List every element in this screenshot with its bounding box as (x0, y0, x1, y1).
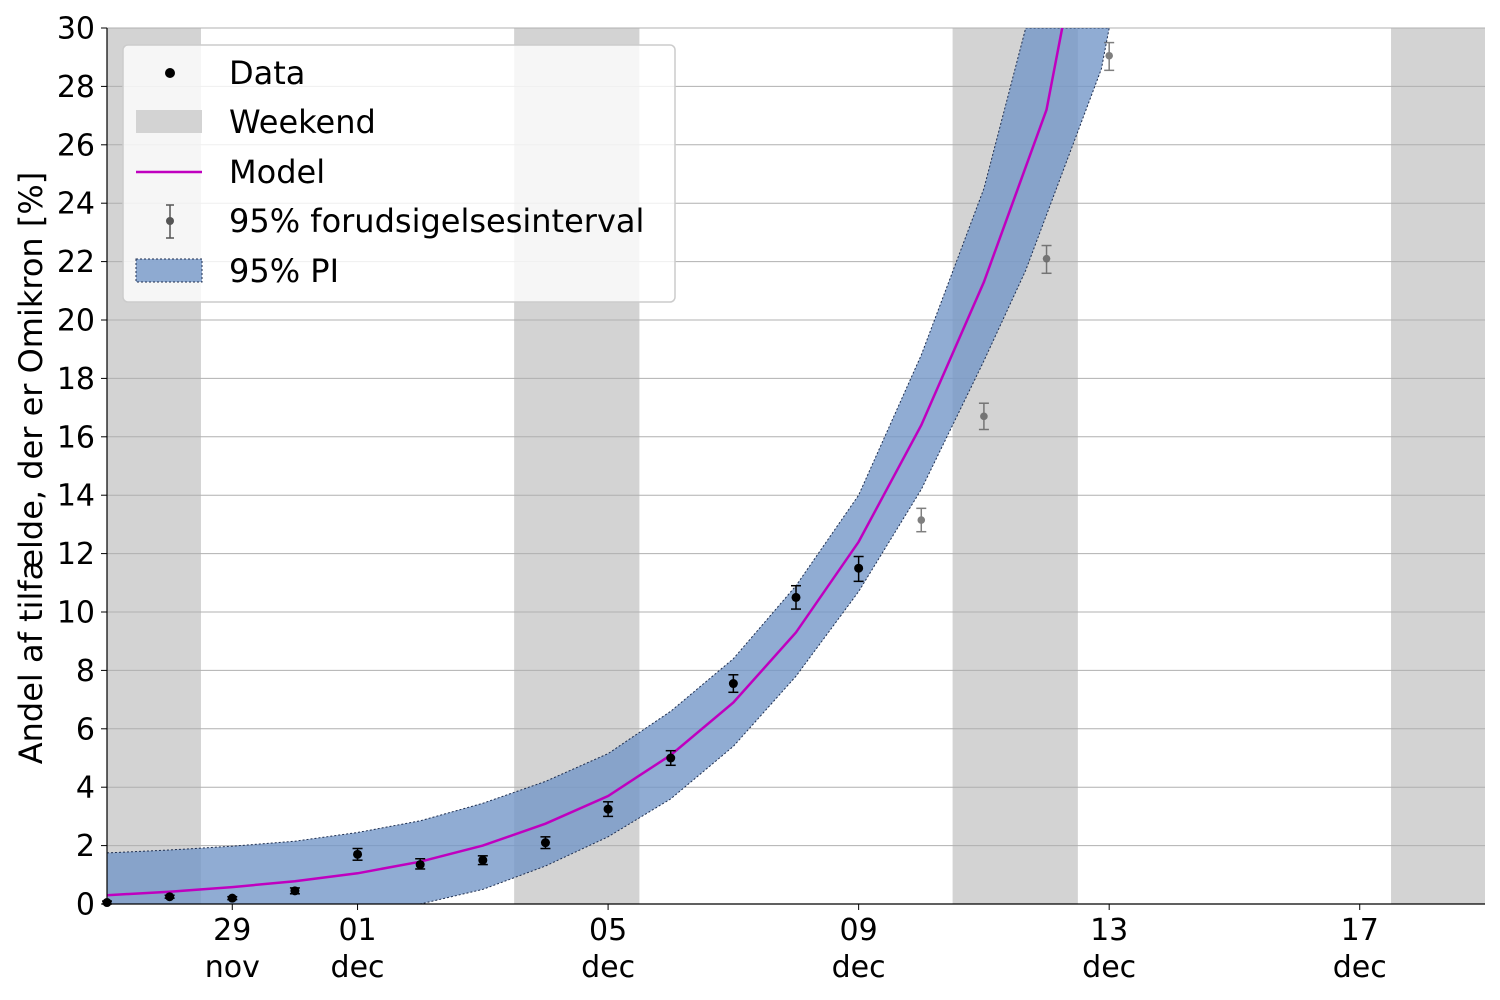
y-tick-label-30: 30 (57, 12, 95, 47)
y-tick-label-18: 18 (57, 362, 95, 397)
y-tick-label-0: 0 (76, 888, 95, 923)
marker (854, 563, 864, 573)
y-tick-label-26: 26 (57, 128, 95, 163)
marker (415, 860, 425, 870)
y-tick-label-12: 12 (57, 537, 95, 572)
prediction-band-layer (107, 28, 1110, 904)
y-tick-label-4: 4 (76, 771, 95, 806)
y-tick-label-8: 8 (76, 654, 95, 689)
data-point-6 (477, 855, 488, 866)
marker (728, 679, 738, 689)
prediction-point-0 (916, 507, 927, 533)
legend-marker-prediction (166, 204, 174, 239)
y-tick-label-28: 28 (57, 70, 95, 105)
x-tick-day-4: 13 (1090, 913, 1128, 948)
y-tick-label-6: 6 (76, 712, 95, 747)
data-point-8 (603, 801, 614, 818)
marker (165, 892, 175, 902)
x-tick-month-0: nov (205, 950, 260, 985)
data-point-2 (227, 893, 238, 903)
legend-marker-data (165, 68, 175, 78)
data-point-5 (415, 857, 426, 870)
data-points-layer (102, 41, 1115, 908)
axes (106, 28, 1485, 905)
y-axis-label: Andel af tilfælde, der er Omikron [%] (12, 172, 50, 765)
marker (1042, 254, 1051, 263)
legend-box (122, 44, 676, 303)
prediction-point-1 (978, 402, 989, 431)
y-tick-label-10: 10 (57, 596, 95, 631)
marker (603, 804, 613, 814)
x-tick-day-2: 05 (589, 913, 627, 948)
legend-label-weekend: Weekend (229, 103, 376, 141)
y-tick-label-16: 16 (57, 420, 95, 455)
data-point-4 (352, 847, 363, 861)
model-line-layer (107, 28, 1064, 897)
y-tick-label-2: 2 (76, 829, 95, 864)
legend-label-data: Data (229, 54, 305, 92)
x-tick-month-1: dec (331, 950, 385, 985)
data-point-3 (289, 886, 300, 896)
marker (353, 849, 363, 859)
legend-label-prediction: 95% forudsigelsesinterval (229, 202, 644, 240)
data-point-9 (665, 749, 676, 767)
x-tick-day-3: 09 (840, 913, 878, 948)
data-point-12 (853, 555, 864, 583)
x-tick-month-3: dec (832, 950, 886, 985)
marker (917, 516, 926, 524)
marker (227, 893, 237, 903)
x-tick-month-2: dec (581, 950, 635, 985)
prediction-point-3 (1104, 41, 1115, 72)
weekend-band-3 (1391, 28, 1485, 904)
x-tick-day-0: 29 (213, 913, 251, 948)
legend-swatch-weekend (136, 110, 202, 133)
data-point-7 (540, 836, 551, 850)
model-line (107, 28, 1064, 897)
y-tick-label-24: 24 (57, 187, 95, 222)
legend-label-model: Model (229, 153, 325, 191)
y-tick-label-20: 20 (57, 304, 95, 339)
prediction-point-2 (1041, 244, 1052, 275)
data-point-11 (791, 584, 801, 610)
y-tick-label-22: 22 (57, 245, 95, 280)
marker (791, 592, 801, 602)
legend-label-pi: 95% PI (229, 252, 339, 290)
marker (540, 838, 550, 848)
marker (290, 886, 300, 896)
marker (666, 753, 676, 763)
x-tick-month-5: dec (1333, 950, 1387, 985)
marker (980, 412, 988, 421)
legend-swatch-pi (135, 258, 203, 283)
data-point-1 (164, 892, 175, 902)
pi-band (107, 28, 1110, 904)
x-tick-day-1: 01 (338, 913, 376, 948)
marker (478, 855, 488, 865)
y-tick-label-14: 14 (57, 479, 95, 514)
data-point-10 (728, 674, 739, 694)
x-tick-month-4: dec (1082, 950, 1136, 985)
x-tick-day-5: 17 (1341, 913, 1379, 948)
legend: Data Weekend Model 95% forudsigelsesinte… (122, 44, 676, 303)
marker (1105, 51, 1113, 60)
